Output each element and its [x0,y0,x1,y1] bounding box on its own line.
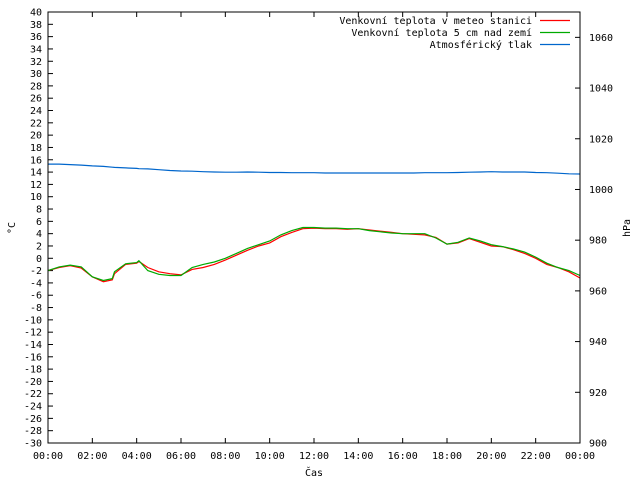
y2-tick-label: 980 [589,236,607,247]
y-tick-label: -6 [30,291,42,302]
x-tick-label: 06:00 [166,451,196,462]
y-tick-label: 30 [30,69,42,80]
x-tick-label: 18:00 [432,451,462,462]
y-tick-label: -2 [30,266,42,277]
x-tick-label: 08:00 [210,451,240,462]
y2-tick-label: 1000 [589,185,613,196]
y2-tick-label: 1040 [589,84,613,95]
y-tick-label: 24 [30,106,42,117]
y2-axis-label: hPa [622,219,633,237]
y-tick-label: 14 [30,168,42,179]
plot-border [47,11,581,444]
x-tick-label: 20:00 [476,451,506,462]
series-line-1 [47,227,581,283]
y-tick-label: 22 [30,118,42,129]
y-tick-label: -8 [30,303,42,314]
y-tick-label: -20 [24,377,42,388]
y-tick-label: -22 [24,389,42,400]
x-axis: 00:00 02:00 04:00 06:00 08:00 10:00 12:00 14:00… [33,12,595,462]
y-axis-left: -30-28-26-24-22-20-18-16-14-12-10-8-6-4-… [24,8,53,450]
y2-tick-label: 900 [589,439,607,450]
y-tick-label: 26 [30,94,42,105]
legend-label: Venkovní teplota 5 cm nad zemí [351,27,532,39]
y-tick-label: -28 [24,426,42,437]
y-tick-label: -12 [24,328,42,339]
x-tick-label: 00:00 [565,451,595,462]
y-axis-label: °C [7,222,18,234]
y-tick-label: 10 [30,192,42,203]
y-tick-label: 18 [30,143,42,154]
series-line-2 [47,226,581,282]
y-tick-label: -24 [24,402,42,413]
y-tick-label: 4 [36,229,42,240]
legend-label: Atmosférický tlak [430,39,532,51]
y-tick-label: 2 [36,241,42,252]
y-tick-label: -30 [24,439,42,450]
y-tick-label: 6 [36,217,42,228]
x-tick-label: 12:00 [299,451,329,462]
y-tick-label: -16 [24,352,42,363]
x-tick-label: 00:00 [33,451,63,462]
y-tick-label: 32 [30,57,42,68]
y-tick-label: 40 [30,8,42,19]
x-axis-label: Čas [305,466,323,479]
y-tick-label: 36 [30,32,42,43]
y2-tick-label: 920 [589,388,607,399]
x-tick-label: 22:00 [521,451,551,462]
y-tick-label: -14 [24,340,42,351]
y-tick-label: -18 [24,365,42,376]
x-tick-label: 02:00 [77,451,107,462]
y-tick-label: 34 [30,44,42,55]
y2-tick-label: 1020 [589,134,613,145]
series-line-3 [48,163,581,175]
x-tick-label: 10:00 [255,451,285,462]
y-tick-label: 0 [36,254,42,265]
legend: Venkovní teplota v meteo staniciVenkovní… [339,15,570,51]
y-tick-label: 8 [36,205,42,216]
y2-tick-label: 960 [589,286,607,297]
y-tick-label: -26 [24,414,42,425]
y2-tick-label: 940 [589,337,607,348]
y-tick-label: 16 [30,155,42,166]
legend-label: Venkovní teplota v meteo stanici [339,15,532,27]
y-tick-label: 38 [30,20,42,31]
y-tick-label: 28 [30,81,42,92]
y2-tick-label: 1060 [589,33,613,44]
y-tick-label: -10 [24,315,42,326]
y-tick-label: 12 [30,180,42,191]
y-axis-right: 900 920 940 960 980 1000 1020 1040 1060 [575,33,613,450]
x-tick-label: 04:00 [122,451,152,462]
y-tick-label: 20 [30,131,42,142]
series-layer [47,163,581,283]
x-tick-label: 14:00 [343,451,373,462]
x-tick-label: 16:00 [388,451,418,462]
y-tick-label: -4 [30,278,42,289]
